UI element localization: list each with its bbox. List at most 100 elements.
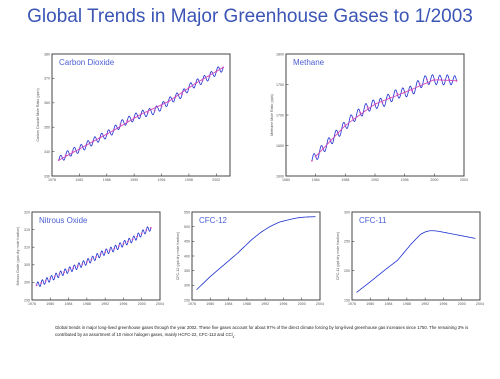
carbon-dioxide-data-point	[181, 93, 183, 96]
carbon-dioxide-x-tick-label: 2002	[212, 178, 220, 182]
nitrous-oxide-x-tick-label: 1996	[119, 302, 127, 306]
methane-data-point	[359, 111, 362, 114]
caption-subscript: 4	[232, 334, 235, 339]
nitrous-oxide-data-point	[95, 256, 97, 258]
nitrous-oxide-y-tick-label: 295	[24, 298, 30, 302]
nitrous-oxide-plot-area	[31, 211, 161, 301]
carbon-dioxide-y-tick-label: 350	[44, 126, 50, 130]
methane-data-point	[396, 92, 399, 95]
cfc-11-plot-area	[351, 211, 481, 301]
cfc-11-x-tick-label: 1992	[421, 302, 429, 306]
methane-x-tick-label: 1996	[401, 178, 409, 182]
methane-data-point	[381, 101, 384, 104]
methane-x-tick-label: 2004	[460, 178, 468, 182]
carbon-dioxide-series-label: Carbon Dioxide	[59, 58, 115, 67]
carbon-dioxide-x-tick-label: 1998	[185, 178, 193, 182]
cfc-11-y-tick-label: 250	[344, 240, 350, 244]
nitrous-oxide-x-tick-label: 1992	[101, 302, 109, 306]
carbon-dioxide-y-tick-label: 330	[44, 174, 50, 178]
cfc-12-chart: 1976 1980 1984 1988 1992 1996 2000 2004 250 300 35…	[176, 210, 324, 306]
cfc-12-global-mean-line	[196, 216, 316, 291]
cfc-11-y-tick-label: 200	[344, 269, 350, 273]
nitrous-oxide-data-point	[104, 251, 107, 254]
nitrous-oxide-data-point	[108, 249, 111, 252]
cfc-12-y-tick-label: 550	[184, 210, 190, 214]
nitrous-oxide-data-point	[136, 235, 139, 238]
nitrous-oxide-x-tick-label: 2004	[156, 302, 164, 306]
nitrous-oxide-data-point	[67, 269, 70, 271]
cfc-12-x-tick-label: 1976	[188, 302, 196, 306]
nitrous-oxide-data-point	[140, 232, 143, 235]
nitrous-oxide-series-label: Nitrous Oxide	[39, 216, 88, 225]
cfc-12-plot-area	[191, 211, 321, 301]
carbon-dioxide-x-tick-label: 1978	[48, 178, 56, 182]
methane-x-tick-label: 1984	[312, 178, 320, 182]
carbon-dioxide-y-tick-label: 360	[44, 101, 50, 105]
carbon-dioxide-y-tick-label: 340	[44, 150, 50, 154]
carbon-dioxide-x-tick-label: 1982	[75, 178, 83, 182]
cfc-12-series-label: CFC-12	[199, 216, 228, 225]
nitrous-oxide-data-point	[40, 282, 43, 285]
cfc-11-x-tick-label: 1996	[439, 302, 447, 306]
nitrous-oxide-data-point	[85, 261, 88, 263]
nitrous-oxide-y-tick-label: 300	[24, 281, 30, 285]
nitrous-oxide-data-point	[122, 242, 125, 245]
methane-data-point	[311, 159, 313, 162]
carbon-dioxide-data-point	[126, 119, 129, 122]
nitrous-oxide-data-point	[76, 265, 79, 268]
nitrous-oxide-data-point	[58, 273, 61, 276]
carbon-dioxide-y-tick-label: 380	[44, 52, 50, 56]
cfc-11-x-tick-label: 1988	[403, 302, 411, 306]
methane-data-point	[351, 117, 354, 119]
nitrous-oxide-data-point	[63, 271, 65, 274]
methane-x-tick-label: 1992	[371, 178, 379, 182]
nitrous-oxide-data-point	[72, 267, 75, 270]
nitrous-oxide-data-point	[127, 240, 129, 243]
cfc-11-y-tick-label: 300	[344, 210, 350, 214]
cfc-12-x-tick-label: 1992	[261, 302, 269, 306]
nitrous-oxide-data-point	[81, 263, 84, 265]
methane-x-tick-label: 1980	[282, 178, 290, 182]
cfc-12-y-tick-label: 500	[184, 225, 190, 229]
carbon-dioxide-x-tick-label: 1994	[158, 178, 166, 182]
cfc-12-x-tick-label: 1984	[225, 302, 233, 306]
nitrous-oxide-y-tick-label: 305	[24, 263, 30, 267]
methane-data-point	[411, 89, 413, 92]
cfc-12-x-tick-label: 1996	[279, 302, 287, 306]
methane-y-axis-label: Methane Mole Ratio (ppb)	[270, 94, 274, 136]
nitrous-oxide-data-point	[149, 226, 152, 229]
methane-trend-line	[315, 79, 457, 157]
methane-y-tick-label: 1700	[276, 113, 284, 117]
carbon-dioxide-chart: 1978 1982 1986 1990 1994 1998 2002 330 340 350 360…	[36, 52, 231, 182]
methane-y-tick-label: 1800	[276, 52, 284, 56]
caption-text: Global trends in major long-lived greenh…	[55, 325, 469, 337]
carbon-dioxide-data-point	[160, 105, 163, 108]
cfc-11-x-tick-label: 2004	[476, 302, 484, 306]
cfc-12-x-tick-label: 2004	[316, 302, 324, 306]
methane-y-tick-label: 1600	[276, 174, 284, 178]
methane-monthly-line	[311, 74, 457, 161]
cfc-12-x-tick-label: 1988	[243, 302, 251, 306]
cfc-11-x-tick-label: 1984	[385, 302, 393, 306]
figure-caption: Global trends in major long-lived greenh…	[55, 325, 475, 340]
slide-title: Global Trends in Major Greenhouse Gases …	[27, 6, 473, 27]
methane-series-label: Methane	[293, 58, 325, 67]
nitrous-oxide-y-axis-label: Nitrous Oxide (ppb dry mole fraction)	[16, 227, 20, 286]
nitrous-oxide-x-tick-label: 2000	[138, 302, 146, 306]
cfc-12-x-tick-label: 2000	[298, 302, 306, 306]
methane-chart: 1980 1984 1988 1992 1996 2000 2004 1600 1650 1700…	[270, 52, 468, 182]
methane-y-tick-label: 1750	[276, 83, 284, 87]
nitrous-oxide-x-tick-label: 1980	[46, 302, 54, 306]
cfc-11-x-tick-label: 1980	[366, 302, 374, 306]
nitrous-oxide-data-point	[44, 280, 47, 282]
cfc-12-y-tick-label: 300	[184, 284, 190, 288]
nitrous-oxide-x-tick-label: 1984	[65, 302, 73, 306]
nitrous-oxide-y-tick-label: 310	[24, 246, 30, 250]
nitrous-oxide-data-point	[117, 245, 120, 248]
nitrous-oxide-data-point	[99, 253, 102, 256]
nitrous-oxide-y-tick-label: 315	[24, 228, 30, 232]
nitrous-oxide-x-tick-label: 1988	[83, 302, 91, 306]
nitrous-oxide-data-point	[145, 229, 148, 232]
caption-end: .	[234, 331, 236, 337]
methane-y-tick-label: 1650	[276, 144, 284, 148]
